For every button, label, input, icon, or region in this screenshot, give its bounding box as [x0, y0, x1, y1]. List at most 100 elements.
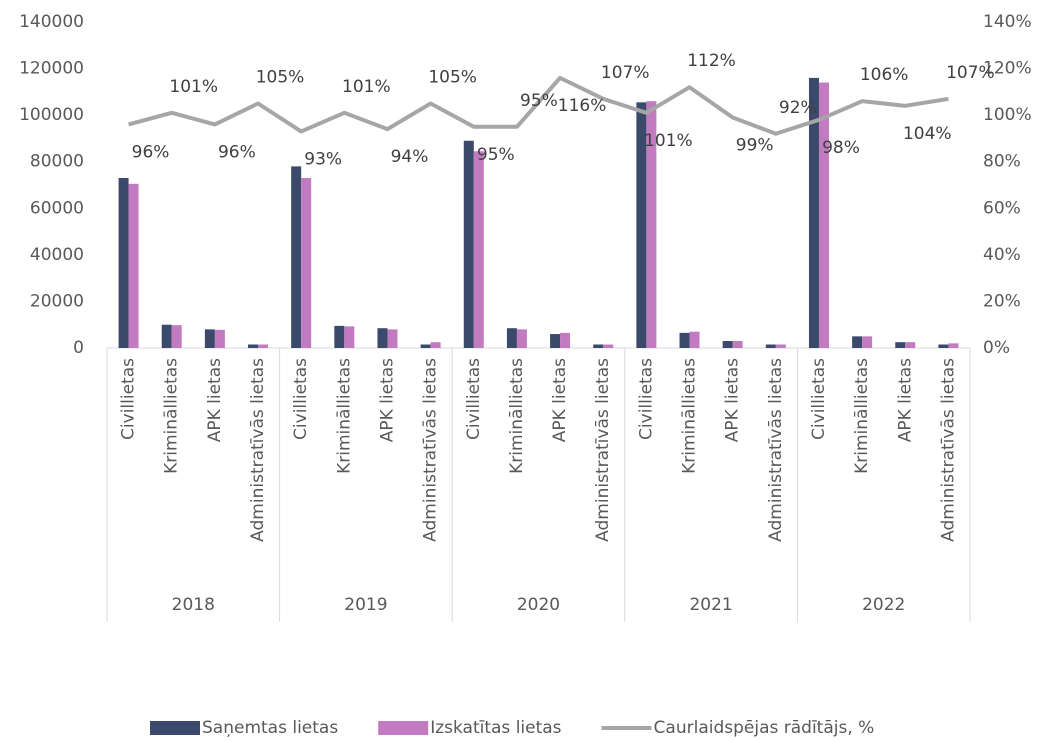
y-tick-label: 40000	[30, 245, 84, 265]
x-tick-label: Krimināllietas	[162, 358, 182, 474]
bar	[473, 151, 484, 348]
bar	[204, 329, 215, 348]
x-tick-label: APK lietas	[205, 358, 225, 442]
data-label: 96%	[132, 142, 170, 162]
data-label: 94%	[391, 147, 429, 167]
bar	[646, 101, 657, 349]
data-label: 107%	[601, 63, 650, 83]
legend-swatch	[150, 721, 200, 735]
bar	[377, 328, 388, 348]
bar	[852, 336, 863, 348]
data-label: 105%	[428, 68, 477, 88]
data-label: 99%	[736, 135, 774, 155]
y-tick-label: 0	[73, 338, 84, 358]
bar	[905, 342, 916, 348]
bar	[938, 344, 949, 348]
x-tick-label: Civillietas	[119, 358, 139, 440]
bar	[506, 328, 517, 348]
bar	[948, 343, 959, 348]
bar	[334, 325, 345, 348]
data-label: 106%	[860, 65, 909, 85]
data-label: 95%	[477, 145, 515, 165]
data-label: 104%	[903, 124, 952, 144]
bar	[550, 334, 561, 348]
x-tick-label: APK lietas	[895, 358, 915, 442]
data-label: 92%	[779, 98, 817, 118]
x-tick-label: Administratīvās lietas	[593, 358, 613, 542]
x-tick-label: Administratīvās lietas	[766, 358, 786, 542]
legend-label: Caurlaidspējas rādītājs, %	[654, 718, 875, 738]
legend-label: Izskatītas lietas	[430, 718, 561, 738]
data-label: 112%	[687, 51, 736, 71]
bar	[732, 341, 743, 348]
bar	[463, 140, 474, 348]
group-label: 2021	[689, 595, 732, 615]
group-label: 2019	[344, 595, 387, 615]
y-tick-label: 140000	[19, 12, 84, 32]
bar	[636, 102, 647, 348]
bar	[344, 326, 355, 348]
data-label: 116%	[558, 96, 607, 116]
group-label: 2022	[862, 595, 905, 615]
x-tick-label: APK lietas	[550, 358, 570, 442]
data-label: 107%	[946, 63, 995, 83]
x-tick-label: APK lietas	[723, 358, 743, 442]
y2-tick-label: 0%	[983, 338, 1010, 358]
bar	[161, 324, 172, 348]
y-tick-label: 100000	[19, 105, 84, 125]
x-tick-label: Krimināllietas	[334, 358, 354, 474]
bar	[808, 77, 819, 348]
group-label: 2018	[172, 595, 215, 615]
x-tick-label: Administratīvās lietas	[248, 358, 268, 542]
data-label: 101%	[342, 77, 391, 97]
bar	[258, 344, 269, 348]
y-tick-label: 120000	[19, 59, 84, 79]
y-tick-label: 80000	[30, 152, 84, 172]
x-tick-label: Civillietas	[636, 358, 656, 440]
bar	[593, 344, 604, 348]
x-tick-label: Civillietas	[291, 358, 311, 440]
bar	[516, 329, 527, 348]
group-label: 2020	[517, 595, 560, 615]
bar	[248, 344, 259, 348]
y2-tick-label: 140%	[983, 12, 1032, 32]
line	[128, 75, 949, 136]
data-label: 96%	[218, 142, 256, 162]
x-tick-label: Administratīvās lietas	[938, 358, 958, 542]
bar	[560, 332, 571, 348]
bar	[765, 344, 776, 348]
data-label: 93%	[304, 149, 342, 169]
bar	[387, 329, 398, 348]
bar	[118, 178, 129, 348]
data-label: 98%	[822, 138, 860, 158]
data-label: 101%	[644, 131, 693, 151]
x-tick-label: Civillietas	[464, 358, 484, 440]
y2-tick-label: 60%	[983, 198, 1021, 218]
x-tick-label: Krimināllietas	[680, 358, 700, 474]
y2-tick-label: 80%	[983, 152, 1021, 172]
data-label: 105%	[256, 68, 305, 88]
y-tick-label: 20000	[30, 291, 84, 311]
bar	[430, 342, 441, 348]
legend-label: Saņemtas lietas	[202, 718, 338, 738]
bar	[301, 178, 312, 348]
bar	[603, 344, 614, 348]
x-tick-label: Civillietas	[809, 358, 829, 440]
y-tick-label: 60000	[30, 198, 84, 218]
data-label: 95%	[520, 91, 558, 111]
x-tick-label: Krimināllietas	[852, 358, 872, 474]
bar	[291, 166, 302, 348]
bar	[862, 336, 873, 348]
bar	[679, 332, 690, 348]
x-tick-label: Krimināllietas	[507, 358, 527, 474]
bar	[722, 341, 733, 348]
bar	[818, 82, 829, 349]
bar	[689, 331, 700, 348]
y2-tick-label: 100%	[983, 105, 1032, 125]
bar	[420, 344, 431, 348]
bar	[128, 183, 139, 348]
bar	[895, 342, 906, 348]
y2-tick-label: 20%	[983, 291, 1021, 311]
data-label: 101%	[169, 77, 218, 97]
